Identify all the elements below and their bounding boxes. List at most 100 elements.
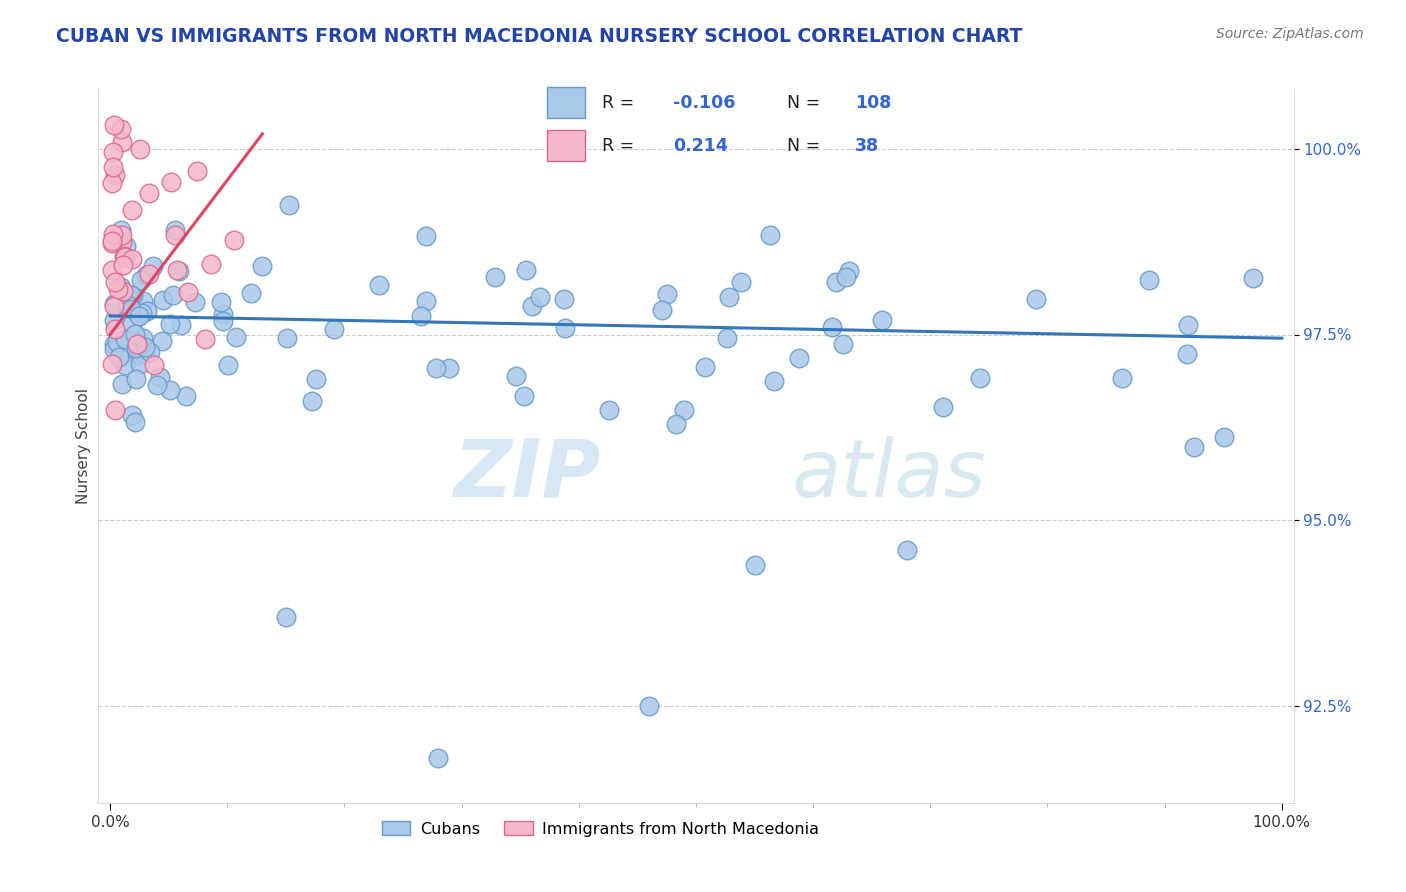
Point xyxy=(121,202,143,217)
Point xyxy=(896,543,918,558)
Point xyxy=(107,282,129,296)
Point xyxy=(115,238,138,252)
Point xyxy=(131,293,153,308)
Point xyxy=(110,279,132,293)
Point xyxy=(112,258,135,272)
Point xyxy=(177,285,200,300)
Point xyxy=(176,389,198,403)
Point xyxy=(415,293,437,308)
Point xyxy=(121,287,143,301)
Point xyxy=(194,332,217,346)
Point xyxy=(105,335,128,350)
Point xyxy=(127,348,149,362)
Point xyxy=(505,369,527,384)
Point xyxy=(304,372,326,386)
Point xyxy=(484,270,506,285)
Legend: Cubans, Immigrants from North Macedonia: Cubans, Immigrants from North Macedonia xyxy=(374,814,827,845)
Text: atlas: atlas xyxy=(792,435,987,514)
Point xyxy=(104,322,127,336)
Text: N =: N = xyxy=(787,136,821,154)
Point xyxy=(758,228,780,243)
Text: CUBAN VS IMMIGRANTS FROM NORTH MACEDONIA NURSERY SCHOOL CORRELATION CHART: CUBAN VS IMMIGRANTS FROM NORTH MACEDONIA… xyxy=(56,27,1022,45)
Point xyxy=(101,176,124,190)
Point xyxy=(834,270,856,285)
Point xyxy=(142,259,165,273)
Point xyxy=(717,290,740,304)
Point xyxy=(323,321,346,335)
Point xyxy=(125,341,148,355)
Point xyxy=(129,272,152,286)
Point xyxy=(101,234,124,248)
Point xyxy=(1175,346,1198,360)
Point xyxy=(716,331,738,345)
Text: 108: 108 xyxy=(855,94,891,112)
Text: ZIP: ZIP xyxy=(453,435,600,514)
Point xyxy=(239,285,262,300)
Point xyxy=(120,302,142,317)
Point xyxy=(163,228,186,243)
Point xyxy=(1182,440,1205,454)
Point xyxy=(103,313,125,327)
Point xyxy=(103,118,125,132)
Point xyxy=(121,287,143,301)
Point xyxy=(515,262,537,277)
Point xyxy=(1025,292,1047,306)
Point xyxy=(870,313,893,327)
Point xyxy=(274,610,297,624)
Point xyxy=(969,371,991,385)
FancyBboxPatch shape xyxy=(547,130,585,161)
Point xyxy=(103,145,125,160)
Point xyxy=(932,400,955,414)
Point xyxy=(825,276,848,290)
Point xyxy=(367,278,389,293)
Point xyxy=(186,164,208,178)
Point xyxy=(128,357,150,371)
Point xyxy=(121,252,143,266)
Point xyxy=(763,374,786,388)
Point xyxy=(111,135,134,149)
Point xyxy=(160,175,183,189)
Point xyxy=(1212,430,1234,444)
Point xyxy=(211,307,233,321)
Point xyxy=(222,233,245,247)
Point xyxy=(101,160,124,174)
Point xyxy=(211,313,233,327)
Point xyxy=(125,337,148,351)
Point xyxy=(159,384,181,398)
Point xyxy=(167,264,190,278)
Point xyxy=(149,369,172,384)
Point xyxy=(146,378,169,392)
Point xyxy=(276,330,298,344)
Point xyxy=(103,297,125,311)
Point xyxy=(200,257,222,271)
Point xyxy=(665,417,688,431)
Point xyxy=(125,371,148,385)
Text: 38: 38 xyxy=(855,136,879,154)
Point xyxy=(114,358,136,372)
Point xyxy=(437,361,460,376)
Point xyxy=(103,299,125,313)
Point xyxy=(821,320,844,334)
Point xyxy=(425,361,447,376)
Point xyxy=(134,347,156,361)
Text: 0.214: 0.214 xyxy=(673,136,728,154)
Point xyxy=(117,298,139,312)
Point xyxy=(1111,371,1133,385)
Point xyxy=(651,303,673,318)
Point xyxy=(101,357,124,371)
Point xyxy=(250,259,273,273)
Point xyxy=(638,699,661,714)
Point xyxy=(103,337,125,351)
Point xyxy=(513,389,536,403)
Point xyxy=(209,295,232,310)
Point xyxy=(111,235,134,249)
Point xyxy=(110,122,132,136)
Y-axis label: Nursery School: Nursery School xyxy=(76,388,91,504)
Point xyxy=(131,306,153,320)
Point xyxy=(1241,271,1264,285)
Point xyxy=(138,186,160,201)
Point xyxy=(135,268,157,282)
Point xyxy=(136,303,159,318)
Point xyxy=(127,340,149,354)
Point xyxy=(129,142,152,156)
